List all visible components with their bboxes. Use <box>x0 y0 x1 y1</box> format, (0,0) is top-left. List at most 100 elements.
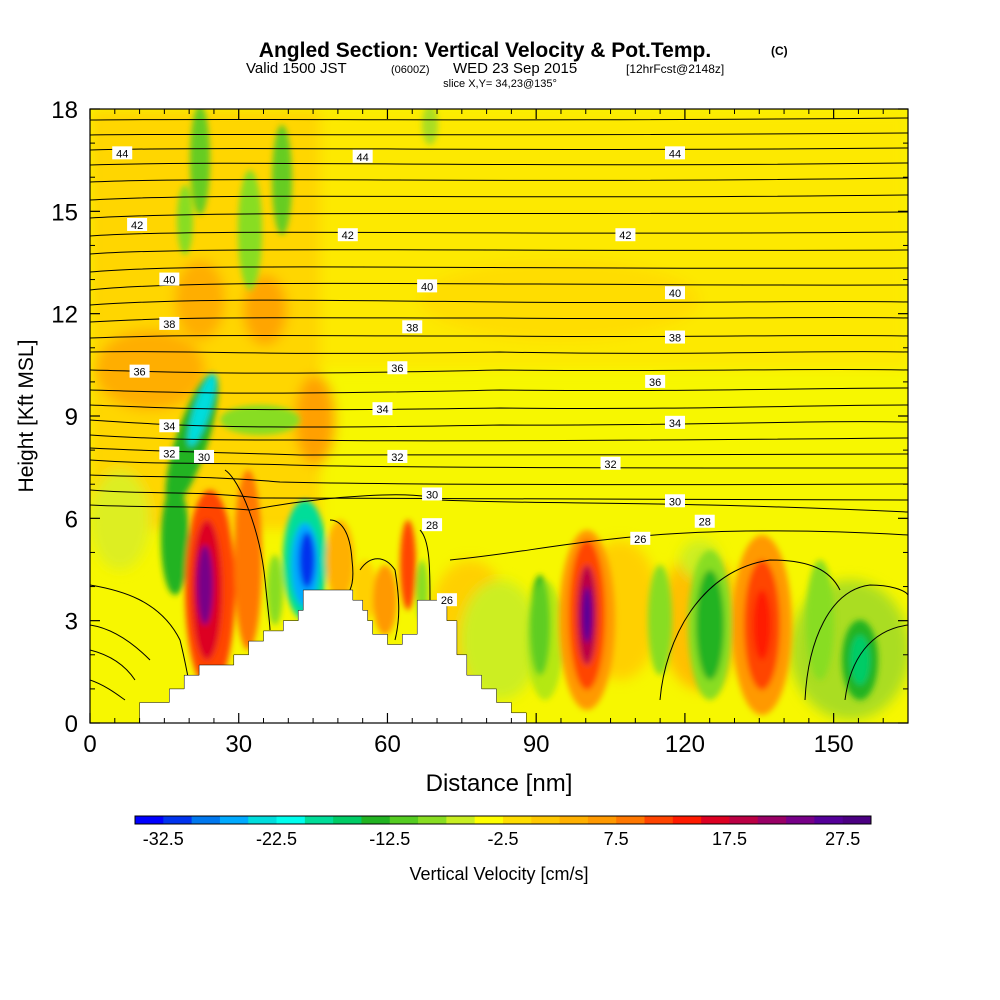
contour-labels: 44 44 44 42 42 42 40 40 40 38 38 38 36 36 36 34 34 34 32 32… <box>112 146 715 607</box>
contour-label: 44 <box>669 148 681 160</box>
contour-label: 36 <box>391 363 403 375</box>
chart-slice-label: slice X,Y= 34,23@135° <box>443 78 557 90</box>
contour-label-box <box>664 494 685 508</box>
contour-label-box <box>664 330 685 344</box>
x-axis-label: Distance [nm] <box>426 770 573 797</box>
contour-label: 34 <box>376 404 388 416</box>
colorbar-swatch <box>418 816 447 824</box>
contour-label: 40 <box>669 288 681 300</box>
contour-label: 36 <box>649 377 661 389</box>
x-tick-label: 60 <box>374 731 401 758</box>
colorbar-tick-label: 7.5 <box>604 829 629 849</box>
x-tick-label: 90 <box>523 731 550 758</box>
colorbar-swatch <box>757 816 787 824</box>
contour-label-box <box>664 415 685 429</box>
chart-title: Angled Section: Vertical Velocity & Pot.… <box>259 39 711 62</box>
colorbar-tick-label: -2.5 <box>487 829 518 849</box>
contour-label-box <box>159 272 180 286</box>
contour-label: 42 <box>131 220 143 232</box>
contour-label: 30 <box>198 452 210 464</box>
chart-title-unit: (C) <box>771 44 788 58</box>
chart-subtitle: Valid 1500 JST (0600Z) WED 23 Sep 2015 [… <box>246 60 724 77</box>
colorbar-swatch <box>361 816 391 824</box>
contour-label-box <box>352 149 373 163</box>
colorbar-swatch <box>276 816 306 824</box>
velocity-field <box>90 109 908 723</box>
contour-label: 38 <box>163 319 175 331</box>
contour-label-box <box>112 146 133 160</box>
contour-label: 42 <box>342 230 354 242</box>
contour-label-box <box>664 146 685 160</box>
y-tick-label: 18 <box>51 97 78 124</box>
colorbar-swatch <box>729 816 759 824</box>
colorbar-swatch <box>531 816 561 824</box>
svg-text:(0600Z): (0600Z) <box>391 64 430 76</box>
colorbar-swatch <box>333 816 362 824</box>
terrain-profile <box>139 589 527 723</box>
contour-label: 38 <box>669 333 681 345</box>
contour-label-box <box>630 531 651 545</box>
colorbar <box>134 815 872 825</box>
contour-label: 28 <box>426 520 438 532</box>
colorbar-swatch <box>135 816 164 824</box>
y-tick-label: 12 <box>51 302 78 329</box>
contour-label-box <box>422 518 443 532</box>
contour-label-box <box>337 228 358 242</box>
colorbar-swatch <box>474 816 504 824</box>
colorbar-swatch <box>644 816 674 824</box>
colorbar-swatch <box>219 816 249 824</box>
contour-label-box <box>159 419 180 433</box>
contour-label: 44 <box>357 152 369 164</box>
colorbar-swatch <box>672 816 702 824</box>
contour-label: 34 <box>669 418 681 430</box>
colorbar-swatch <box>587 816 617 824</box>
colorbar-tick-label: 27.5 <box>825 829 860 849</box>
colorbar-swatch <box>786 816 815 824</box>
x-tick-label: 30 <box>225 731 252 758</box>
svg-text:[12hrFcst@2148z]: [12hrFcst@2148z] <box>626 62 724 76</box>
y-tick-label: 6 <box>65 506 78 533</box>
svg-text:Valid 1500 JST: Valid 1500 JST <box>246 60 347 77</box>
colorbar-label: Vertical Velocity [cm/s] <box>409 864 588 884</box>
x-tick-label: 120 <box>665 731 705 758</box>
colorbar-swatch <box>446 816 476 824</box>
contour-label-box <box>127 217 148 231</box>
colorbar-swatch <box>559 816 589 824</box>
contour-label-box <box>417 279 438 293</box>
contour-label-box <box>194 449 215 463</box>
colorbar-swatch <box>191 816 221 824</box>
y-tick-label: 0 <box>65 711 78 738</box>
x-tick-label: 0 <box>83 731 96 758</box>
contour-label-box <box>372 402 393 416</box>
contour-label-box <box>159 316 180 330</box>
contour-label-box <box>387 449 408 463</box>
contour-label-box <box>422 487 443 501</box>
contour-label: 26 <box>441 595 453 607</box>
contour-label: 28 <box>699 517 711 529</box>
colorbar-swatch <box>304 816 334 824</box>
svg-text:WED 23 Sep 2015: WED 23 Sep 2015 <box>453 60 577 77</box>
contour-label-box <box>436 593 457 607</box>
contour-label-box <box>387 361 408 375</box>
x-tick-label: 150 <box>814 731 854 758</box>
y-axis-label: Height [Kft MSL] <box>15 340 38 493</box>
contour-label-box <box>664 286 685 300</box>
contour-label: 42 <box>619 230 631 242</box>
contour-label: 44 <box>116 148 128 160</box>
colorbar-swatch <box>616 816 646 824</box>
y-tick-label: 3 <box>65 609 78 636</box>
colorbar-swatch <box>248 816 278 824</box>
colorbar-swatch <box>503 816 532 824</box>
y-tick-label: 9 <box>65 404 78 431</box>
contour-label-box <box>600 456 621 470</box>
contour-label-box <box>129 364 150 378</box>
contour-label-box <box>402 320 423 334</box>
contour-label: 36 <box>133 367 145 379</box>
contour-label-box <box>159 446 180 460</box>
colorbar-tick-label: 17.5 <box>712 829 747 849</box>
contour-label: 30 <box>669 496 681 508</box>
contour-label: 32 <box>391 452 403 464</box>
colorbar-tick-label: -12.5 <box>369 829 410 849</box>
y-tick-label: 15 <box>51 199 78 226</box>
